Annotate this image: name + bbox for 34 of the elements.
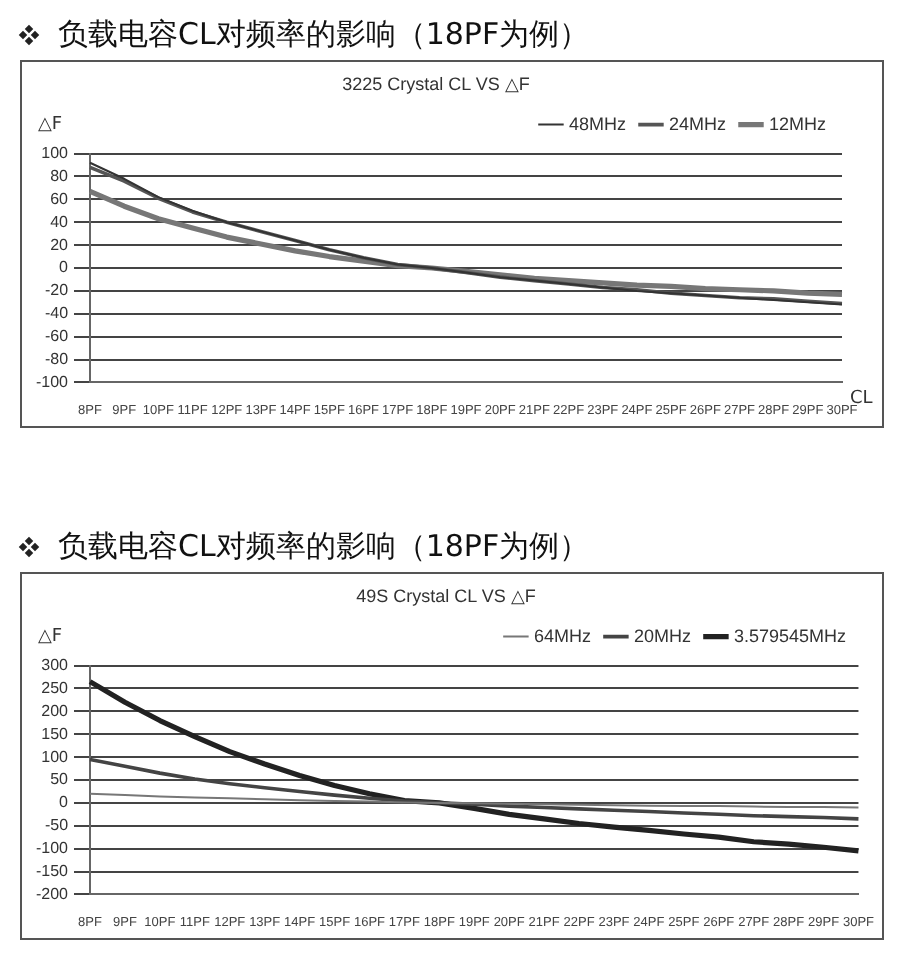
chart-title: 负载电容CL对频率的影响（18PF为例） <box>58 527 590 565</box>
y-tick-label: -40 <box>44 304 70 323</box>
y-tick-label: 300 <box>41 656 70 675</box>
y-tick-label: -50 <box>44 816 70 835</box>
y-tick-label: -200 <box>35 884 70 903</box>
y-tick-label: -100 <box>35 372 70 391</box>
y-tick-label: 150 <box>41 724 70 743</box>
y-tick-label: 60 <box>50 189 70 208</box>
y-tick-label: -80 <box>44 349 70 368</box>
legend-label: 64MHz <box>533 625 592 646</box>
legend-label: 3.579545MHz <box>733 625 847 646</box>
y-tick-label: 0 <box>59 793 70 812</box>
legend-label: 20MHz <box>633 625 692 646</box>
legend-label: 12MHz <box>768 113 827 134</box>
y-tick-label: 20 <box>50 235 70 254</box>
y-tick-label: 0 <box>59 258 70 277</box>
y-tick-label: 250 <box>41 678 70 697</box>
y-axis-title: △F <box>38 627 63 648</box>
chart-subtitle: 3225 Crystal CL VS △F <box>342 73 531 94</box>
y-tick-label: 200 <box>41 701 70 720</box>
y-tick-label: -150 <box>35 861 70 880</box>
y-tick-label: 50 <box>50 770 70 789</box>
chart-title: 负载电容CL对频率的影响（18PF为例） <box>58 15 590 53</box>
y-tick-label: 100 <box>41 747 70 766</box>
y-axis-title: △F <box>38 115 63 136</box>
y-tick-label: -20 <box>44 281 70 300</box>
legend-label: 24MHz <box>668 113 727 134</box>
legend-label: 48MHz <box>568 113 627 134</box>
y-tick-label: -60 <box>44 327 70 346</box>
y-tick-label: -100 <box>35 839 70 858</box>
y-tick-label: 100 <box>41 144 70 163</box>
y-tick-label: 40 <box>50 212 70 231</box>
y-tick-label: 80 <box>50 166 70 185</box>
chart-subtitle: 49S Crystal CL VS △F <box>356 585 537 606</box>
